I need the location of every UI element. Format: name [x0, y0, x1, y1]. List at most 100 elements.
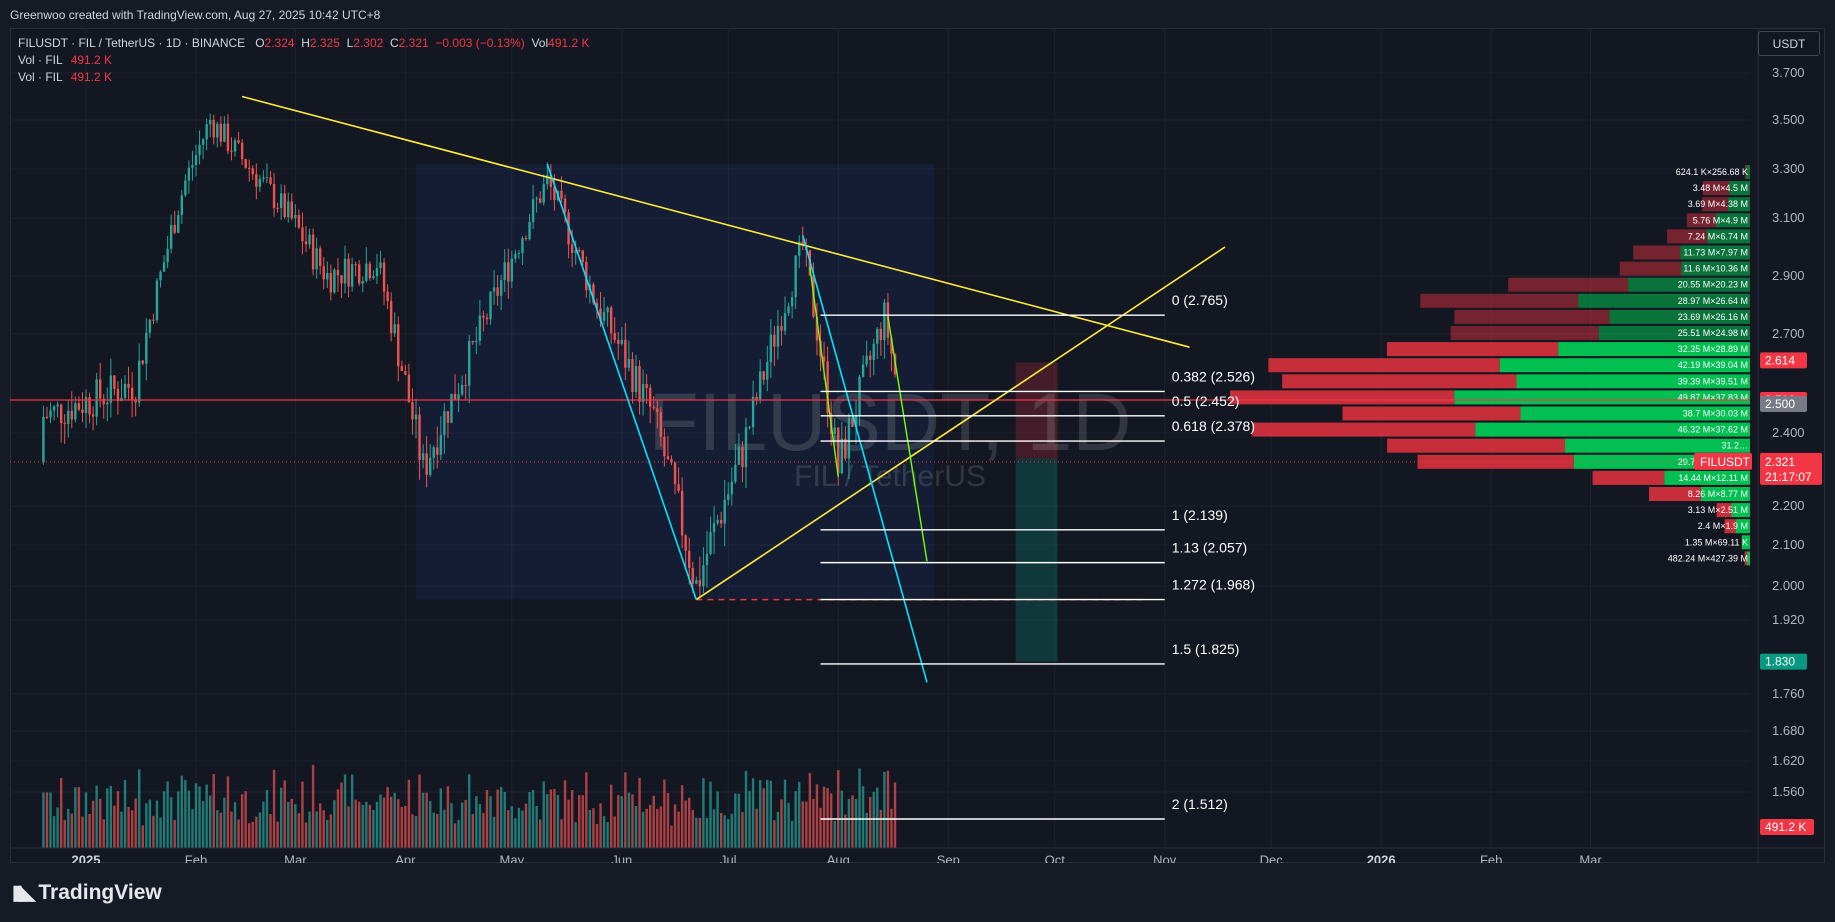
- candle-body[interactable]: [673, 462, 677, 485]
- candle-body[interactable]: [244, 159, 247, 168]
- candle-body[interactable]: [301, 227, 304, 242]
- candle-body[interactable]: [287, 201, 290, 218]
- candle-body[interactable]: [510, 258, 514, 282]
- candle-body[interactable]: [134, 399, 137, 403]
- trendline[interactable]: [241, 95, 1190, 348]
- candle-body[interactable]: [514, 253, 517, 259]
- candle-body[interactable]: [333, 269, 336, 293]
- candle-body[interactable]: [248, 167, 251, 169]
- candle-body[interactable]: [70, 410, 74, 420]
- price-label-2614[interactable]: 2.614: [1760, 352, 1807, 369]
- candle-body[interactable]: [45, 416, 49, 418]
- candle-body[interactable]: [219, 123, 223, 142]
- legend-vol-row[interactable]: Vol · FIL 491.2 K: [18, 52, 590, 69]
- candle-body[interactable]: [578, 250, 581, 252]
- candle-body[interactable]: [269, 177, 272, 184]
- candle-body[interactable]: [560, 190, 563, 199]
- candle-body[interactable]: [780, 326, 783, 331]
- candle-body[interactable]: [492, 287, 496, 292]
- candle-body[interactable]: [592, 284, 595, 303]
- candle-body[interactable]: [872, 343, 875, 360]
- candle-body[interactable]: [180, 195, 184, 215]
- candle-body[interactable]: [496, 287, 499, 296]
- candle-body[interactable]: [74, 403, 77, 420]
- candle-body[interactable]: [166, 248, 169, 263]
- candle-body[interactable]: [336, 269, 340, 276]
- candle-body[interactable]: [858, 376, 861, 417]
- candle-body[interactable]: [95, 379, 98, 417]
- candle-body[interactable]: [680, 490, 684, 536]
- candle-body[interactable]: [475, 340, 478, 343]
- green-trend-line[interactable]: [809, 267, 839, 477]
- candle-body[interactable]: [350, 264, 354, 287]
- candle-body[interactable]: [606, 307, 609, 313]
- candle-body[interactable]: [868, 355, 872, 360]
- candle-body[interactable]: [883, 302, 886, 341]
- candle-body[interactable]: [751, 396, 755, 428]
- candle-body[interactable]: [113, 375, 116, 389]
- price-label-2500[interactable]: 2.500: [1760, 396, 1807, 412]
- candle-body[interactable]: [730, 481, 734, 495]
- candle-body[interactable]: [549, 174, 553, 187]
- symbol-price-tag[interactable]: FILUSDT: [1694, 452, 1752, 470]
- candle-body[interactable]: [411, 402, 414, 420]
- candle-body[interactable]: [787, 306, 790, 314]
- candle-body[interactable]: [407, 374, 411, 403]
- candle-body[interactable]: [624, 339, 627, 368]
- candle-body[interactable]: [127, 383, 130, 388]
- candle-body[interactable]: [290, 201, 294, 219]
- candle-body[interactable]: [861, 364, 865, 377]
- candle-body[interactable]: [524, 238, 528, 240]
- candle-body[interactable]: [769, 334, 773, 363]
- candle-body[interactable]: [666, 456, 670, 460]
- candle-body[interactable]: [251, 168, 254, 175]
- candle-body[interactable]: [464, 385, 467, 387]
- candle-body[interactable]: [389, 300, 393, 334]
- candle-body[interactable]: [744, 427, 748, 468]
- cyan-projection-line[interactable]: [802, 235, 928, 683]
- candle-body[interactable]: [766, 362, 769, 380]
- candle-body[interactable]: [237, 140, 240, 143]
- candle-body[interactable]: [432, 447, 435, 459]
- candle-body[interactable]: [393, 324, 396, 334]
- candle-body[interactable]: [709, 532, 712, 554]
- candle-body[interactable]: [535, 198, 538, 200]
- candle-body[interactable]: [663, 436, 666, 457]
- candle-body[interactable]: [361, 281, 364, 284]
- green-trend-line[interactable]: [887, 316, 928, 562]
- candle-body[interactable]: [77, 403, 81, 410]
- candle-body[interactable]: [354, 264, 357, 266]
- candle-body[interactable]: [737, 446, 741, 465]
- candle-body[interactable]: [851, 417, 854, 427]
- target-zone-box[interactable]: [1015, 458, 1058, 662]
- candle-body[interactable]: [322, 266, 325, 280]
- candle-body[interactable]: [404, 371, 407, 375]
- candle-body[interactable]: [482, 315, 485, 318]
- candle-body[interactable]: [734, 464, 737, 482]
- candle-body[interactable]: [712, 523, 716, 533]
- candle-body[interactable]: [81, 409, 84, 413]
- candle-body[interactable]: [471, 340, 474, 343]
- trendline[interactable]: [695, 246, 1226, 601]
- candle-body[interactable]: [847, 417, 851, 459]
- candle-body[interactable]: [358, 264, 361, 284]
- candle-body[interactable]: [308, 234, 311, 245]
- candle-body[interactable]: [84, 397, 88, 413]
- candle-body[interactable]: [659, 412, 663, 437]
- legend-symbol[interactable]: FILUSDT · FIL / TetherUS · 1D · BINANCE: [18, 36, 246, 50]
- candle-body[interactable]: [255, 174, 258, 187]
- candle-body[interactable]: [418, 414, 421, 460]
- candle-body[interactable]: [372, 276, 375, 279]
- candle-body[interactable]: [570, 244, 574, 253]
- candle-body[interactable]: [230, 150, 233, 152]
- candle-body[interactable]: [191, 164, 194, 168]
- candle-body[interactable]: [776, 326, 780, 347]
- candle-body[interactable]: [489, 291, 492, 320]
- candle-body[interactable]: [177, 214, 180, 233]
- candle-body[interactable]: [159, 271, 162, 281]
- candle-body[interactable]: [617, 339, 620, 344]
- candle-body[interactable]: [446, 411, 450, 423]
- candle-body[interactable]: [698, 580, 702, 587]
- candle-body[interactable]: [106, 402, 109, 405]
- candle-body[interactable]: [365, 263, 368, 282]
